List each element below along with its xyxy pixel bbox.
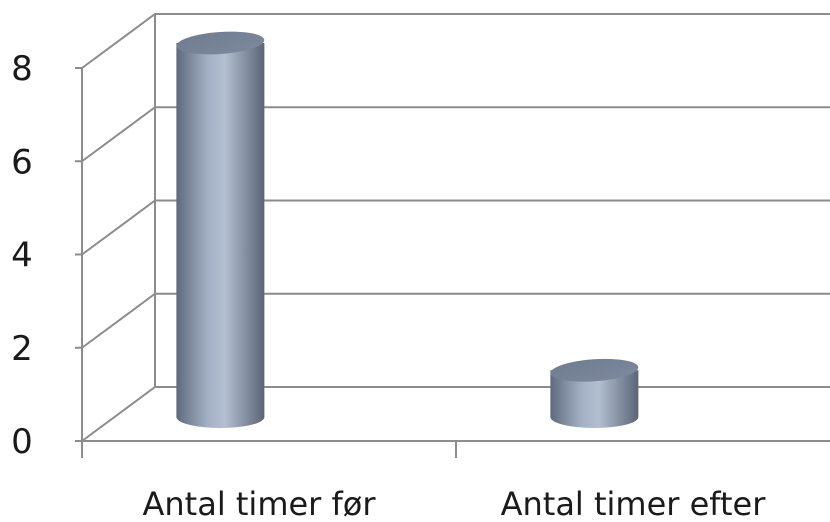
category-label: Antal timer før [142,485,376,522]
y-tick-label: 8 [11,49,33,89]
category-label: Antal timer efter [501,485,767,522]
category-labels: Antal timer før Antal timer efter [142,485,766,522]
y-tick-labels: 0 2 4 6 8 [11,49,33,462]
y-tick-label: 6 [11,142,33,182]
y-tick-label: 2 [11,329,33,369]
y-tick-label: 4 [11,236,33,276]
bar [550,358,639,428]
bar [176,31,265,428]
bars [176,31,639,428]
axes [75,67,830,458]
y-tick-label: 0 [11,422,33,462]
